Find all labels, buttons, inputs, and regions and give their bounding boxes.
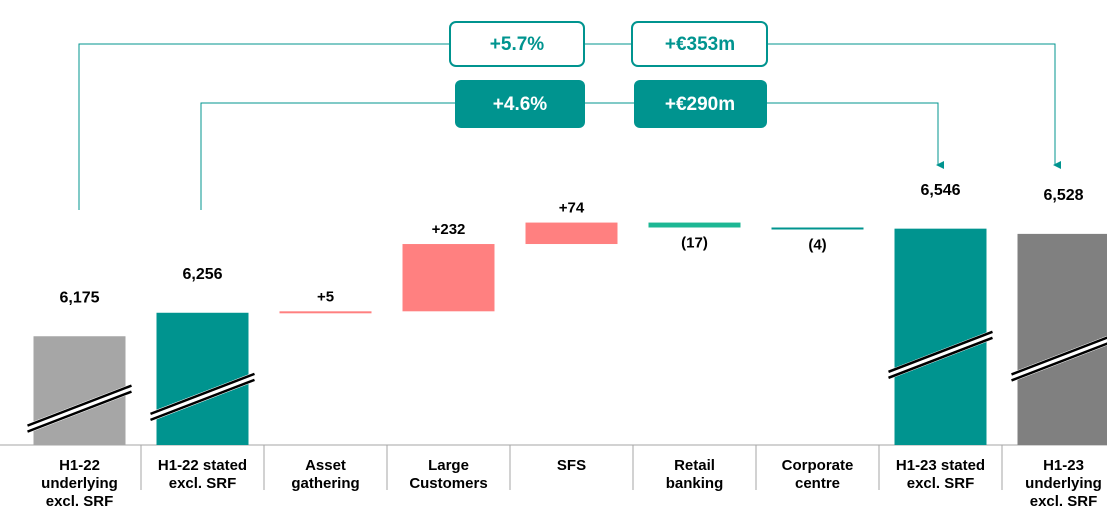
- x-tick-label: Retail banking: [665, 457, 724, 492]
- axis-break: [888, 330, 993, 373]
- data-label: 6,528: [1043, 187, 1083, 204]
- axis-break: [150, 378, 255, 422]
- bar: [156, 312, 249, 445]
- bar: [33, 336, 126, 445]
- axis-break: [25, 384, 134, 433]
- data-label: (17): [681, 234, 708, 251]
- x-tick-label: Large Customers: [409, 457, 488, 492]
- annotation-box: [634, 80, 767, 128]
- bar: [279, 311, 372, 314]
- annotation: +€353m: [665, 34, 735, 55]
- axis-break: [888, 336, 993, 379]
- axis-break: [1011, 336, 1107, 376]
- axis-break: [27, 384, 132, 427]
- axis-break: [150, 372, 255, 416]
- data-label: (4): [808, 236, 826, 253]
- x-tick-label: H1-22 stated excl. SRF: [157, 457, 248, 492]
- bar: [402, 244, 495, 312]
- annotation-box: [449, 21, 585, 67]
- axis-break: [1009, 335, 1107, 382]
- x-tick-label: H1-22 underlying excl. SRF: [41, 457, 118, 510]
- data-label: 6,256: [182, 266, 222, 283]
- data-label: +5: [317, 288, 334, 305]
- x-tick-label: Asset gathering: [291, 457, 360, 492]
- annotation-box: [631, 21, 768, 67]
- annotation: +€290m: [665, 94, 735, 115]
- annotation: +4.6%: [493, 94, 548, 115]
- data-label: +74: [559, 200, 585, 217]
- axis-break: [886, 330, 995, 380]
- data-label: +232: [432, 221, 466, 238]
- data-label: 6,546: [920, 182, 960, 199]
- axis-break: [148, 372, 257, 422]
- bar: [648, 222, 741, 228]
- x-tick-label: H1-23 stated excl. SRF: [895, 457, 986, 492]
- annotation-box: [455, 80, 585, 128]
- x-tick-label: SFS: [556, 457, 587, 474]
- x-tick-label: H1-23 underlying excl. SRF: [1025, 457, 1102, 510]
- axis-break: [27, 390, 132, 433]
- annotation: +5.7%: [490, 34, 545, 55]
- axis-break: [1011, 342, 1107, 382]
- bar: [1017, 233, 1107, 445]
- data-label: 6,175: [59, 289, 99, 306]
- bar: [525, 222, 618, 245]
- x-tick-label: Corporate centre: [781, 457, 854, 492]
- bar: [894, 228, 987, 445]
- bar: [771, 227, 864, 230]
